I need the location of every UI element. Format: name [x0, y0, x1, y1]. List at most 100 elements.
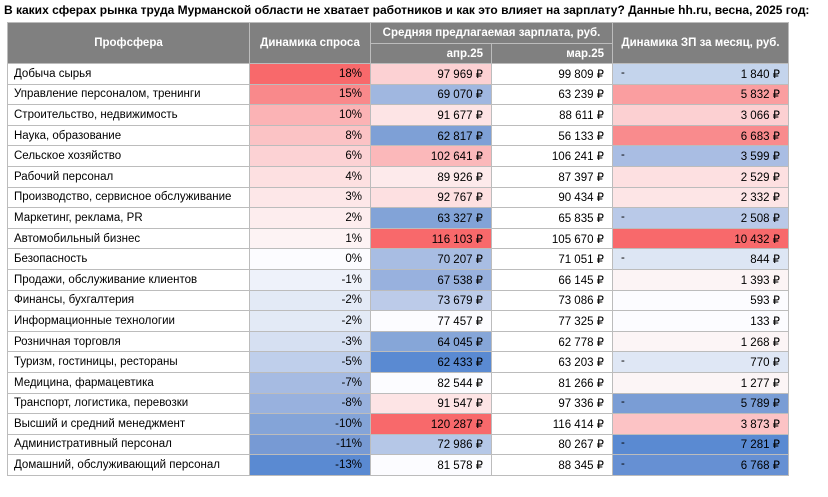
- demand-cell: -5%: [249, 351, 371, 373]
- sphere-name: Автомобильный бизнес: [7, 227, 250, 250]
- sphere-name: Добыча сырья: [7, 63, 250, 85]
- salary-apr-cell: 81 578 ₽: [370, 454, 492, 476]
- salary-mar-cell: 81 266 ₽: [491, 371, 613, 394]
- delta-value: 7 281 ₽: [740, 439, 780, 452]
- table-row: Автомобильный бизнес 1% 116 103 ₽105 670 ₽…: [7, 227, 789, 250]
- demand-cell: 6%: [249, 145, 371, 167]
- demand-cell: -3%: [249, 330, 371, 353]
- salary-apr-cell: 116 103 ₽: [370, 227, 492, 250]
- salary-mar-cell: 73 086 ₽: [491, 289, 613, 312]
- table-row: Наука, образование 8% 62 817 ₽56 133 ₽ 6 68…: [7, 124, 789, 147]
- sphere-name: Транспорт, логистика, перевозки: [7, 392, 250, 415]
- salary-apr-cell: 82 544 ₽: [370, 371, 492, 394]
- salary-apr-cell: 73 679 ₽: [370, 289, 492, 312]
- delta-value: 1 840 ₽: [740, 68, 780, 81]
- salary-mar-cell: 90 434 ₽: [491, 186, 613, 209]
- salary-apr-cell: 102 641 ₽: [370, 145, 492, 167]
- delta-value: 1 393 ₽: [740, 274, 780, 287]
- delta-cell: - 5 789 ₽: [612, 392, 789, 415]
- salary-mar-cell: 88 345 ₽: [491, 454, 613, 476]
- table-row: Домашний, обслуживающий персонал -13% 81 5…: [7, 454, 789, 476]
- delta-value: 2 332 ₽: [740, 192, 780, 205]
- sphere-name: Управление персоналом, тренинги: [7, 83, 250, 106]
- delta-value: 5 832 ₽: [740, 89, 780, 102]
- sphere-name: Административный персонал: [7, 433, 250, 456]
- header-demand[interactable]: Динамика спроса: [249, 22, 371, 64]
- delta-cell: - 1 840 ₽: [612, 63, 789, 85]
- delta-cell: 3 873 ₽: [612, 413, 789, 435]
- salary-mar-cell: 56 133 ₽: [491, 124, 613, 147]
- delta-value: 10 432 ₽: [734, 233, 780, 246]
- delta-cell: 1 277 ₽: [612, 371, 789, 394]
- sphere-name: Маркетинг, реклама, PR: [7, 207, 250, 229]
- demand-cell: 4%: [249, 165, 371, 188]
- table-row: Розничная торговля -3% 64 045 ₽62 778 ₽ 1 2…: [7, 330, 789, 353]
- demand-cell: 15%: [249, 83, 371, 106]
- delta-value: 6 683 ₽: [740, 130, 780, 143]
- salary-mar-cell: 88 611 ₽: [491, 104, 613, 126]
- delta-cell: 1 393 ₽: [612, 268, 789, 291]
- delta-cell: - 6 768 ₽: [612, 454, 789, 476]
- demand-cell: -2%: [249, 310, 371, 332]
- demand-cell: -8%: [249, 392, 371, 415]
- demand-cell: -7%: [249, 371, 371, 394]
- delta-value: 3 873 ₽: [740, 418, 780, 431]
- salary-apr-cell: 72 986 ₽: [370, 433, 492, 456]
- header-apr[interactable]: апр.25: [370, 43, 492, 64]
- delta-sign: -: [621, 66, 625, 79]
- salary-mar-cell: 87 397 ₽: [491, 165, 613, 188]
- header-delta[interactable]: Динамика ЗП за месяц, руб.: [612, 22, 789, 64]
- delta-value: 133 ₽: [750, 315, 780, 328]
- delta-cell: 133 ₽: [612, 310, 789, 332]
- delta-cell: 1 268 ₽: [612, 330, 789, 353]
- table-row: Медицина, фармацевтика -7% 82 544 ₽81 266 …: [7, 371, 789, 394]
- salary-apr-cell: 89 926 ₽: [370, 165, 492, 188]
- delta-value: 770 ₽: [750, 357, 780, 370]
- salary-apr-cell: 91 547 ₽: [370, 392, 492, 415]
- sphere-name: Безопасность: [7, 248, 250, 270]
- delta-cell: 3 066 ₽: [612, 104, 789, 126]
- salary-mar-cell: 116 414 ₽: [491, 413, 613, 435]
- demand-cell: -11%: [249, 433, 371, 456]
- header-sphere[interactable]: Профсфера: [7, 22, 250, 64]
- delta-cell: 10 432 ₽: [612, 227, 789, 250]
- delta-sign: -: [621, 458, 625, 471]
- salary-apr-cell: 77 457 ₽: [370, 310, 492, 332]
- delta-value: 1 268 ₽: [740, 336, 780, 349]
- demand-cell: 0%: [249, 248, 371, 270]
- header-salary-group: Средняя предлагаемая зарплата, руб.: [370, 22, 613, 44]
- salary-apr-cell: 70 207 ₽: [370, 248, 492, 270]
- delta-value: 593 ₽: [750, 295, 780, 308]
- demand-cell: -1%: [249, 268, 371, 291]
- table-row: Финансы, бухгалтерия -2% 73 679 ₽73 086 ₽ 5…: [7, 289, 789, 312]
- delta-value: 6 768 ₽: [740, 460, 780, 473]
- salary-mar-cell: 63 203 ₽: [491, 351, 613, 373]
- demand-cell: 2%: [249, 207, 371, 229]
- sphere-name: Информационные технологии: [7, 310, 250, 332]
- delta-value: 2 508 ₽: [740, 212, 780, 225]
- page-title: В каких сферах рынка труда Мурманской об…: [4, 3, 810, 17]
- salary-apr-cell: 120 287 ₽: [370, 413, 492, 435]
- demand-cell: 18%: [249, 63, 371, 85]
- salary-mar-cell: 62 778 ₽: [491, 330, 613, 353]
- delta-sign: -: [621, 149, 625, 162]
- delta-cell: - 2 508 ₽: [612, 207, 789, 229]
- delta-value: 844 ₽: [750, 254, 780, 267]
- sphere-name: Рабочий персонал: [7, 165, 250, 188]
- salary-mar-cell: 66 145 ₽: [491, 268, 613, 291]
- salary-apr-cell: 64 045 ₽: [370, 330, 492, 353]
- salary-apr-cell: 67 538 ₽: [370, 268, 492, 291]
- delta-value: 1 277 ₽: [740, 377, 780, 390]
- header-mar[interactable]: мар.25: [491, 43, 613, 64]
- delta-sign: -: [621, 355, 625, 368]
- table-row: Высший и средний менеджмент -10% 120 287 ₽…: [7, 413, 789, 435]
- delta-value: 2 529 ₽: [740, 171, 780, 184]
- salary-apr-cell: 62 817 ₽: [370, 124, 492, 147]
- demand-cell: 8%: [249, 124, 371, 147]
- table-row: Добыча сырья 18% 97 969 ₽99 809 ₽ - 1 840 ₽: [7, 63, 789, 85]
- delta-cell: 2 332 ₽: [612, 186, 789, 209]
- table-row: Безопасность 0% 70 207 ₽71 051 ₽ - 844 ₽: [7, 248, 789, 270]
- salary-apr-cell: 97 969 ₽: [370, 63, 492, 85]
- sphere-name: Сельское хозяйство: [7, 145, 250, 167]
- salary-apr-cell: 62 433 ₽: [370, 351, 492, 373]
